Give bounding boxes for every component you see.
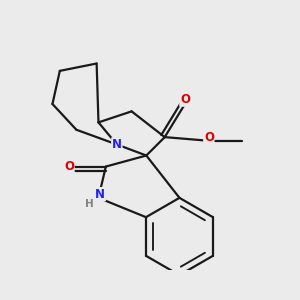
Text: N: N — [95, 188, 105, 201]
Text: H: H — [85, 200, 94, 209]
Text: O: O — [64, 160, 74, 173]
Text: O: O — [180, 93, 190, 106]
Text: N: N — [112, 138, 122, 151]
Text: O: O — [204, 130, 214, 144]
